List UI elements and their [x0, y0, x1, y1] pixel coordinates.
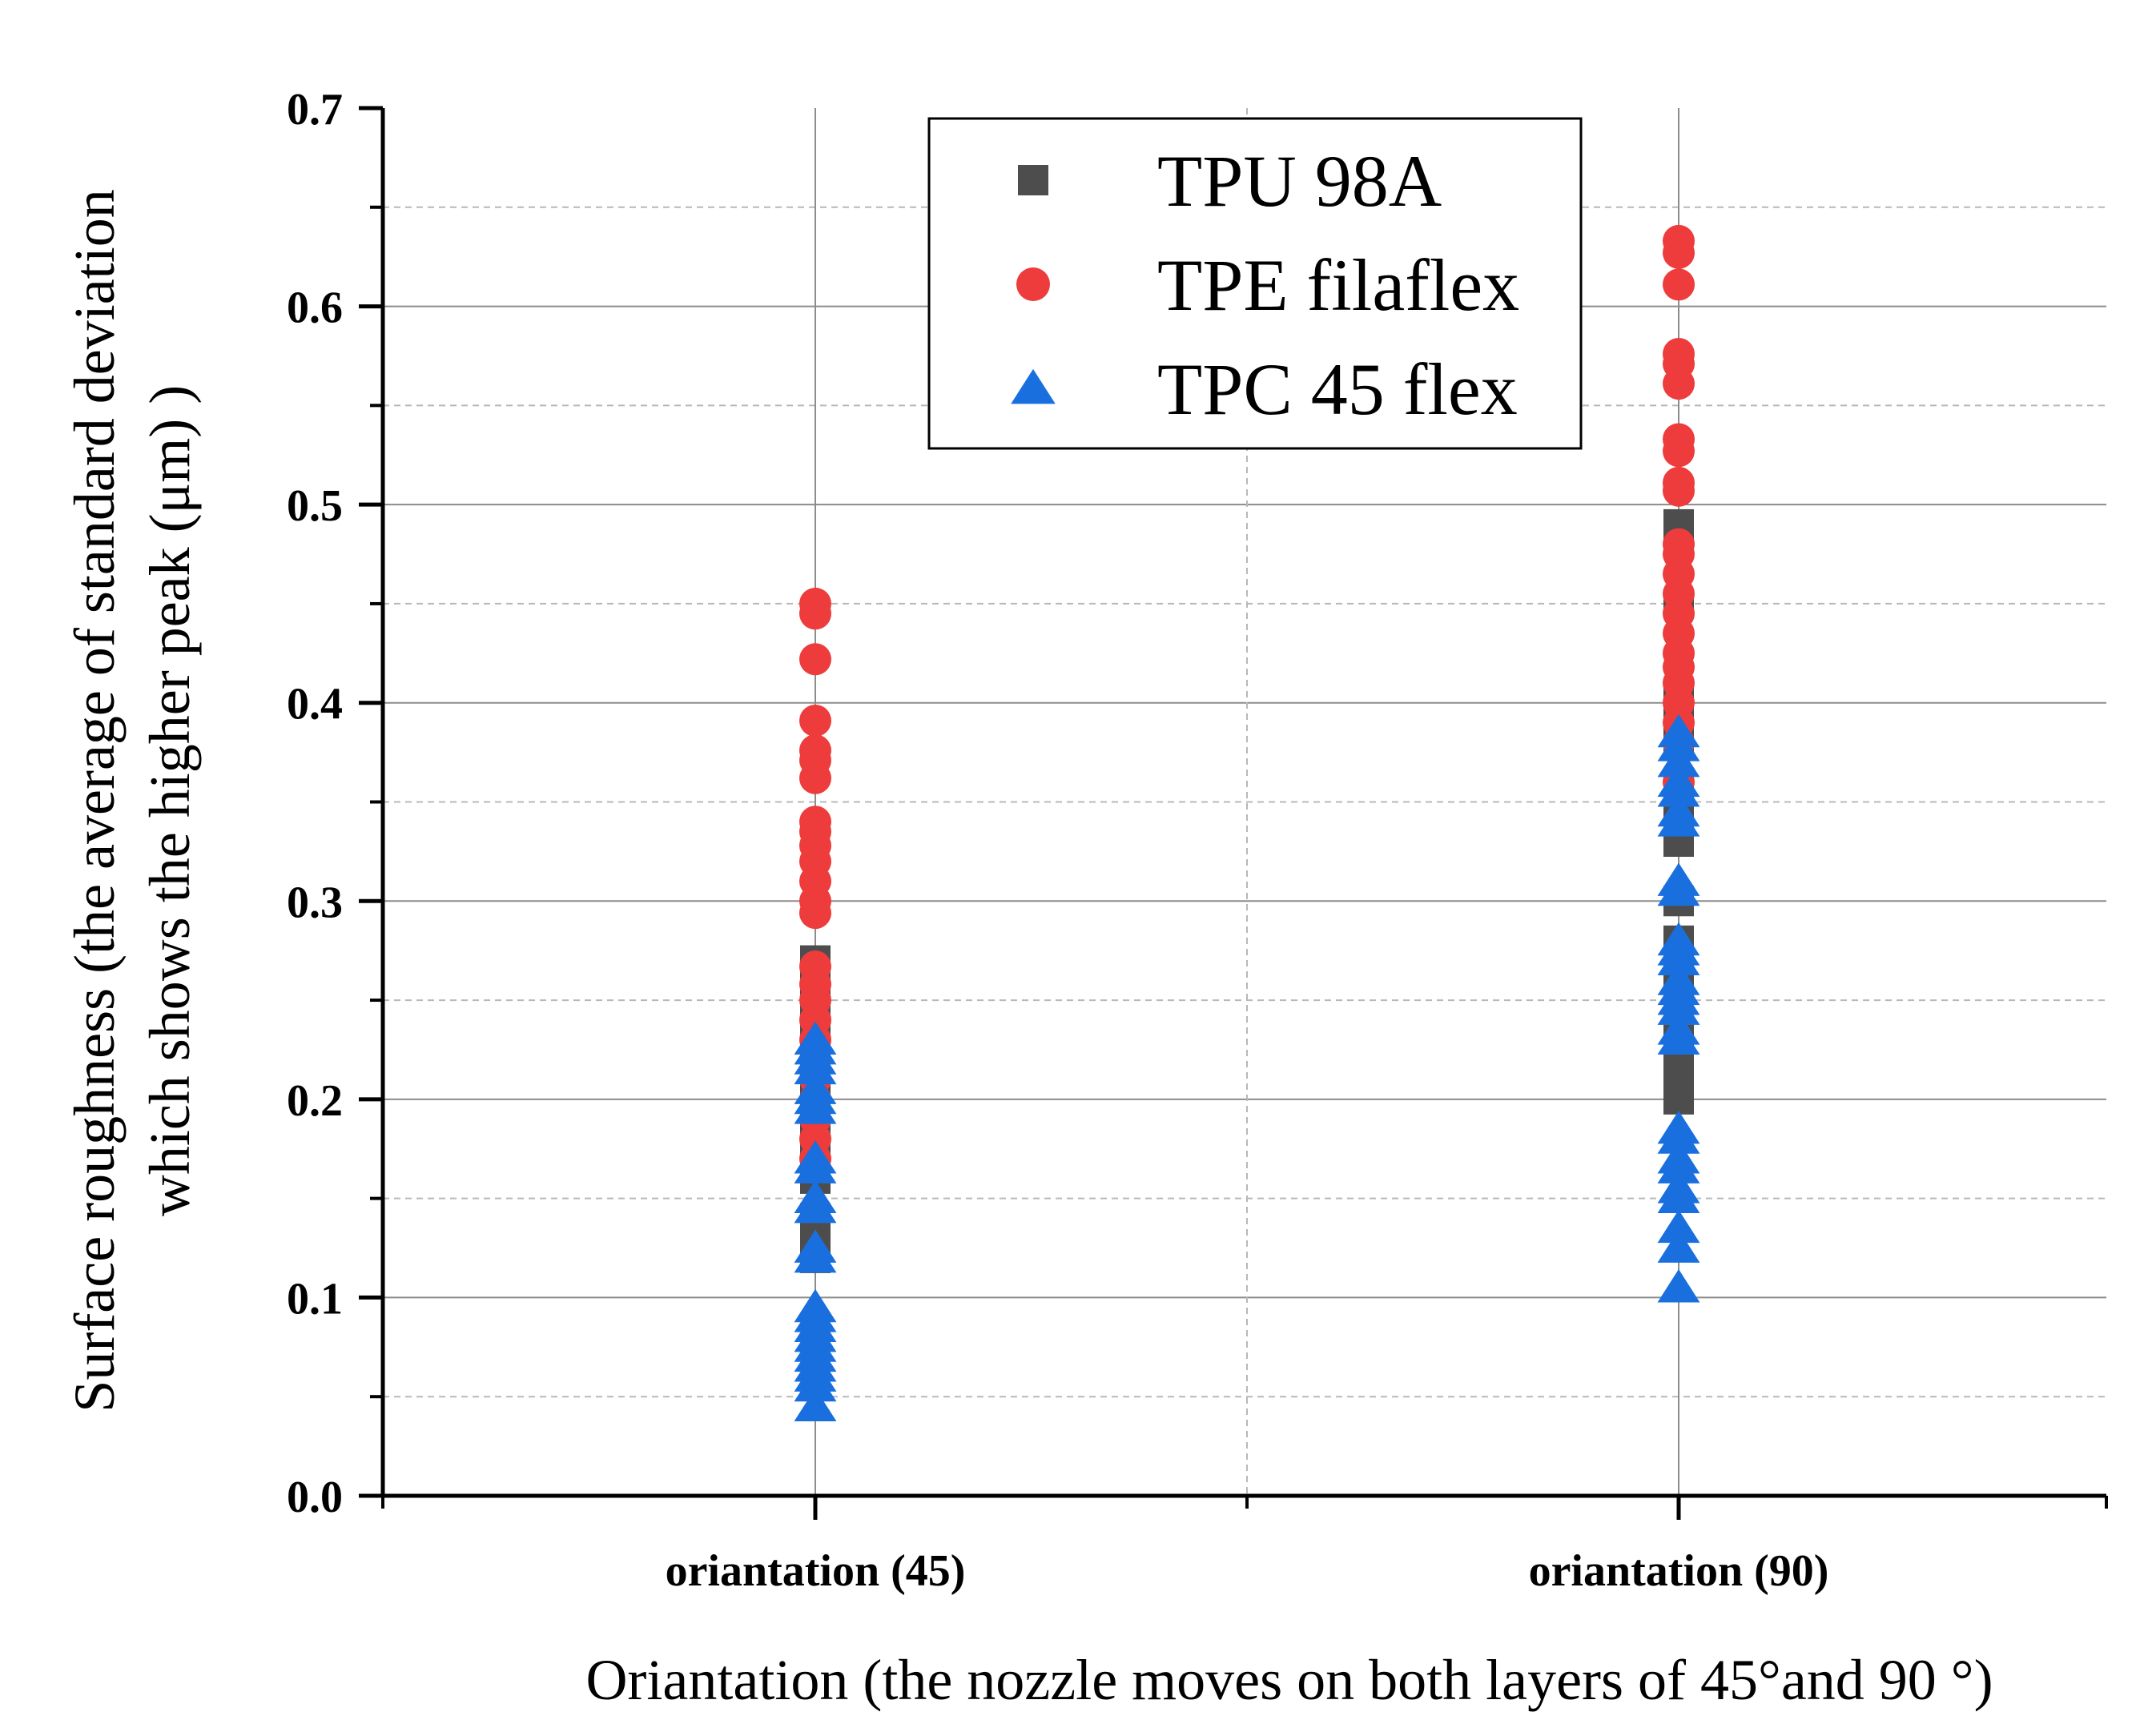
- marker-tpc-45-flex: [794, 1150, 837, 1183]
- marker-tpe-filaflex: [1663, 236, 1695, 269]
- marker-tpe-filaflex: [1663, 368, 1695, 400]
- marker-tpc-45-flex: [794, 1239, 837, 1273]
- marker-tpe-filaflex: [1663, 474, 1695, 507]
- marker-tpe-filaflex: [799, 597, 831, 630]
- y-tick-label: 0.1: [287, 1274, 343, 1324]
- marker-tpc-45-flex: [1657, 872, 1700, 906]
- marker-tpc-45-flex: [1657, 1150, 1700, 1183]
- y-tick-label: 0.3: [287, 878, 343, 927]
- x-tick-label: oriantation (90): [1529, 1546, 1829, 1596]
- y-tick-label: 0.4: [287, 680, 343, 729]
- axis-layer: [359, 106, 2108, 1520]
- marker-tpe-filaflex: [799, 643, 831, 676]
- legend-marker-tpc-45-flex: [1011, 368, 1056, 404]
- marker-tpc-45-flex: [1657, 803, 1700, 837]
- marker-tpe-filaflex: [799, 704, 831, 737]
- marker-tpc-45-flex: [1657, 991, 1700, 1025]
- marker-tpc-45-flex: [1657, 1021, 1700, 1055]
- marker-tpe-filaflex: [1663, 435, 1695, 468]
- marker-tpc-45-flex: [794, 1368, 837, 1402]
- legend-label-tpu-98a: TPU 98A: [1157, 140, 1442, 222]
- marker-tpc-45-flex: [1657, 1209, 1700, 1244]
- marker-tpe-filaflex: [799, 762, 831, 794]
- legend-label-tpc-45-flex: TPC 45 flex: [1157, 348, 1518, 430]
- y-tick-label: 0.6: [287, 283, 343, 333]
- y-axis-title-line2: which shows the higher peak (μm) ): [138, 385, 202, 1216]
- legend: TPU 98A TPE filaflex TPC 45 flex: [927, 117, 1583, 450]
- marker-tpc-45-flex: [794, 1388, 837, 1421]
- marker-tpc-45-flex: [1657, 1229, 1700, 1263]
- marker-tpc-45-flex: [1657, 1179, 1700, 1214]
- y-tick-label: 0.0: [287, 1473, 343, 1522]
- marker-tpc-45-flex: [1657, 942, 1700, 975]
- marker-tpe-filaflex: [1663, 268, 1695, 301]
- marker-tpc-45-flex: [1657, 743, 1700, 778]
- marker-tpe-filaflex: [799, 897, 831, 930]
- x-axis-title: Oriantation (the nozzle moves on both la…: [585, 1648, 1993, 1712]
- marker-tpc-45-flex: [794, 1051, 837, 1085]
- y-tick-label: 0.7: [287, 85, 343, 135]
- marker-tpc-45-flex: [1657, 774, 1700, 807]
- legend-marker-tpu-98a: [1018, 165, 1048, 195]
- marker-tpc-45-flex: [794, 1190, 837, 1224]
- data-marks-layer: [794, 224, 1700, 1421]
- x-tick-label: oriantation (45): [666, 1546, 966, 1596]
- y-axis-title-line1: Surface roughness (the average of standa…: [62, 189, 127, 1412]
- legend-label-tpe-filaflex: TPE filaflex: [1157, 244, 1519, 326]
- marker-tpc-45-flex: [794, 1091, 837, 1124]
- marker-tpc-45-flex: [1657, 1120, 1700, 1154]
- legend-marker-tpe-filaflex: [1016, 267, 1050, 301]
- y-tick-label: 0.5: [287, 481, 343, 531]
- tick-label-layer: 0.0 0.1 0.2 0.3 0.4 0.5 0.6 0.7 oriantation (45)…: [287, 85, 1828, 1596]
- y-tick-label: 0.2: [287, 1076, 343, 1126]
- marker-tpc-45-flex: [1657, 1269, 1700, 1303]
